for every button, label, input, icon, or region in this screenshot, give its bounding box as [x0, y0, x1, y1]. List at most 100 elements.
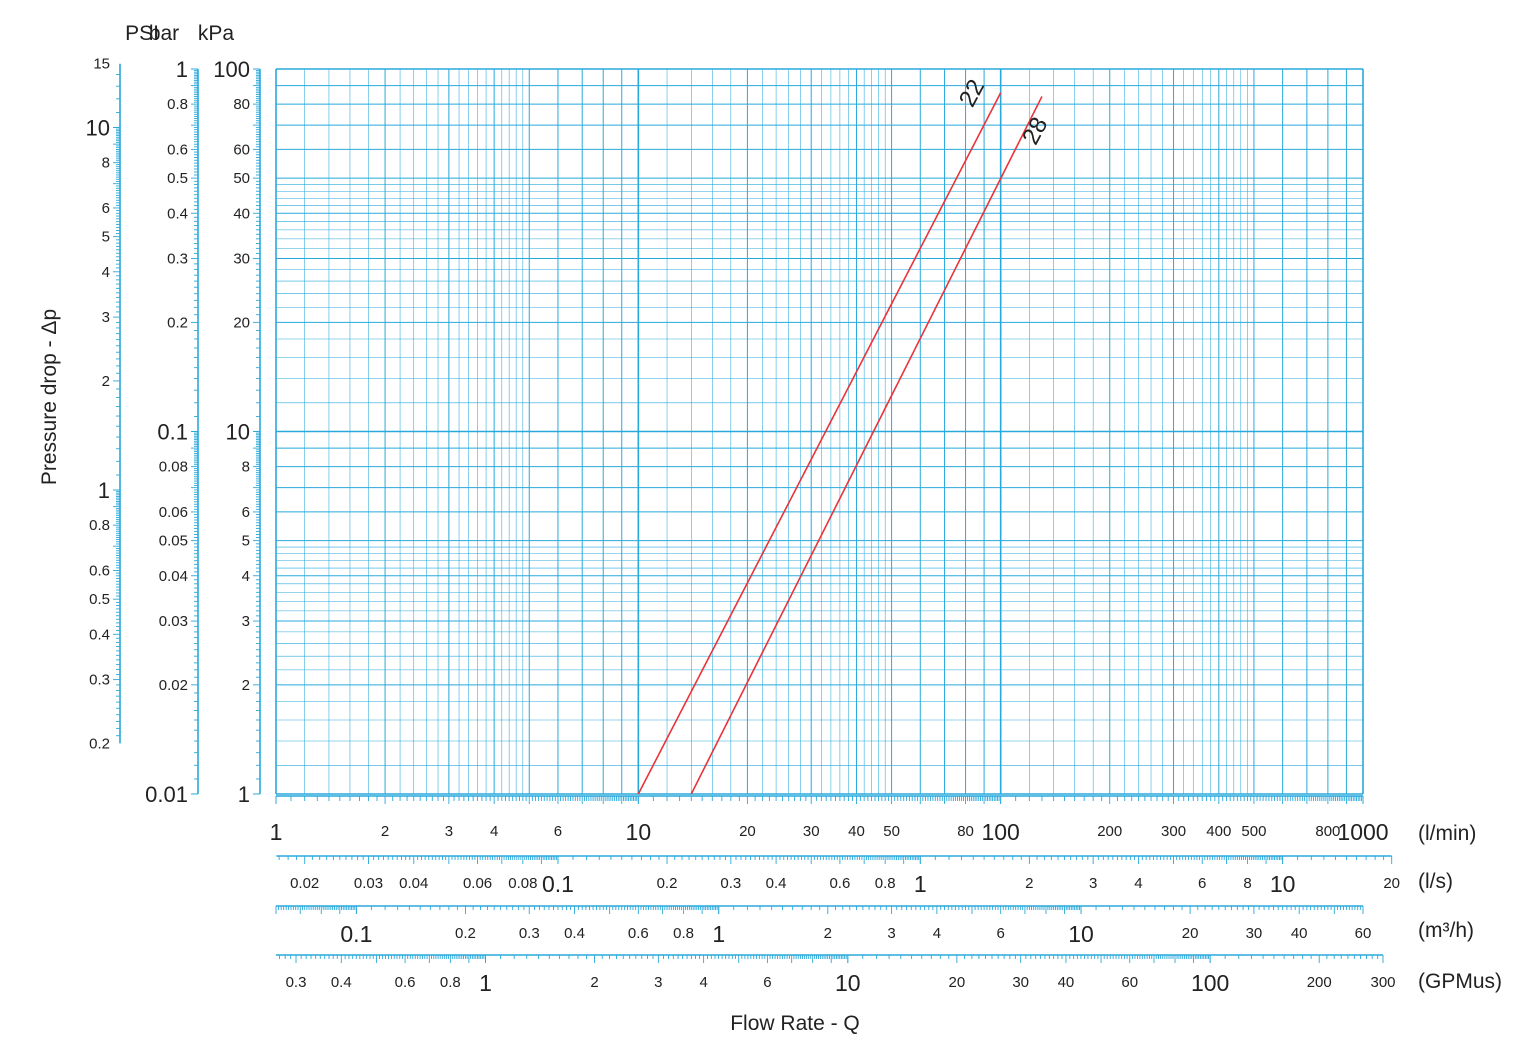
x-tick-label-2: 0.4 [564, 925, 585, 942]
x-tick-label-2: 40 [1291, 925, 1308, 942]
x-tick-label-3: 10 [835, 970, 861, 996]
x-tick-label-1: 3 [1089, 875, 1097, 892]
series-line-22 [637, 92, 1002, 795]
x-tick-label-1: 0.4 [766, 875, 787, 892]
y-tick-label-bar: 0.06 [159, 504, 188, 521]
x-tick-label-2: 30 [1246, 925, 1263, 942]
y-axis-unit-kpa: kPa [198, 22, 235, 45]
x-tick-label-1: 8 [1243, 875, 1251, 892]
x-tick-label-2: 6 [996, 925, 1004, 942]
y-tick-label-kpa: 6 [242, 504, 250, 521]
x-tick-label-1: 4 [1134, 875, 1142, 892]
y-tick-label-kpa: 40 [233, 205, 250, 222]
x-tick-label-1: 0.6 [829, 875, 850, 892]
x-tick-label-2: 0.2 [455, 925, 476, 942]
x-tick-label-3: 4 [699, 974, 707, 991]
y-tick-label-psi: 0.8 [89, 517, 110, 534]
x-tick-label-3: 1 [479, 970, 492, 996]
y-tick-label-psi: 6 [102, 200, 110, 217]
x-tick-label-1: 0.3 [720, 875, 741, 892]
y-axis-title: Pressure drop - Δp [38, 309, 61, 485]
x-tick-label-2: 1 [712, 921, 725, 947]
x-tick-label-0: 200 [1097, 823, 1122, 840]
series-label-28: 28 [1017, 113, 1053, 149]
chart-axes [113, 63, 1393, 963]
y-tick-label-kpa: 20 [233, 314, 250, 331]
y-tick-label-kpa: 10 [226, 420, 250, 445]
x-tick-label-0: 20 [739, 823, 756, 840]
x-tick-label-1: 0.2 [657, 875, 678, 892]
y-tick-label-psi: 0.2 [89, 735, 110, 752]
x-tick-label-1: 6 [1198, 875, 1206, 892]
y-tick-label-bar: 0.01 [145, 782, 188, 807]
x-tick-label-0: 2 [381, 823, 389, 840]
x-tick-label-3: 30 [1012, 974, 1029, 991]
x-axis-unit-2: (m³/h) [1418, 919, 1474, 942]
x-tick-label-2: 4 [933, 925, 941, 942]
x-tick-label-3: 0.8 [440, 974, 461, 991]
x-tick-label-0: 800 [1315, 823, 1340, 840]
x-tick-label-2: 2 [824, 925, 832, 942]
chart-series [637, 92, 1043, 795]
x-tick-label-1: 0.06 [463, 875, 492, 892]
y-tick-label-psi: 0.4 [89, 626, 110, 643]
chart-grid [275, 68, 1364, 795]
x-tick-label-3: 200 [1307, 974, 1332, 991]
x-tick-label-0: 80 [957, 823, 974, 840]
y-tick-label-psi: 0.6 [89, 562, 110, 579]
chart-labels: 100 80 60 50 40 30 20 10 8 6 5 4 3 2 1 kPa 1 0.8 0.6 0.5 0.4… [86, 22, 1502, 996]
y-tick-label-bar: 0.05 [159, 533, 188, 550]
x-tick-label-1: 0.04 [399, 875, 428, 892]
x-tick-label-0: 40 [848, 823, 865, 840]
x-tick-label-3: 60 [1121, 974, 1138, 991]
y-tick-label-kpa: 50 [233, 170, 250, 187]
x-tick-label-1: 10 [1270, 871, 1296, 897]
x-tick-label-0: 4 [490, 823, 498, 840]
x-tick-label-0: 300 [1161, 823, 1186, 840]
x-axis-unit-1: (l/s) [1418, 870, 1453, 893]
y-tick-label-bar: 0.5 [167, 170, 188, 187]
y-tick-label-psi: 0.5 [89, 591, 110, 608]
y-tick-label-psi: 10 [86, 116, 110, 141]
y-tick-label-psi: 3 [102, 309, 110, 326]
x-tick-label-0: 30 [803, 823, 820, 840]
y-tick-label-kpa: 4 [242, 568, 250, 585]
x-tick-label-2: 3 [887, 925, 895, 942]
y-tick-label-psi: 0.3 [89, 672, 110, 689]
x-tick-label-0: 400 [1206, 823, 1231, 840]
y-tick-label-bar: 0.8 [167, 96, 188, 113]
x-tick-label-1: 0.08 [508, 875, 537, 892]
x-tick-label-1: 1 [914, 871, 927, 897]
x-tick-label-3: 40 [1058, 974, 1075, 991]
y-tick-label-bar: 0.4 [167, 205, 188, 222]
y-tick-label-psi: 5 [102, 229, 110, 246]
x-tick-label-0: 3 [445, 823, 453, 840]
y-tick-label-bar: 0.6 [167, 141, 188, 158]
x-axis-unit-3: (GPMus) [1418, 970, 1502, 993]
y-tick-label-bar: 1 [176, 57, 188, 82]
y-tick-label-psi: 2 [102, 373, 110, 390]
x-tick-label-0: 1 [270, 819, 283, 845]
x-tick-label-2: 20 [1182, 925, 1199, 942]
y-axis-unit-bar: bar [149, 22, 179, 45]
x-tick-label-2: 0.1 [340, 921, 372, 947]
y-tick-label-kpa: 3 [242, 613, 250, 630]
y-tick-label-psi: 8 [102, 155, 110, 172]
x-tick-label-3: 100 [1191, 970, 1229, 996]
x-tick-label-1: 0.02 [290, 875, 319, 892]
y-tick-label-bar: 0.04 [159, 568, 188, 585]
y-tick-label-bar: 0.03 [159, 613, 188, 630]
x-tick-label-2: 60 [1355, 925, 1372, 942]
series-line-28 [690, 96, 1043, 795]
y-axis-unit-psi: PSI [125, 22, 159, 45]
x-tick-label-1: 0.8 [875, 875, 896, 892]
x-tick-label-3: 3 [654, 974, 662, 991]
x-tick-label-3: 0.6 [395, 974, 416, 991]
series-label-22: 22 [954, 75, 990, 111]
y-tick-label-bar: 0.3 [167, 251, 188, 268]
x-tick-label-2: 10 [1068, 921, 1094, 947]
x-tick-label-3: 300 [1370, 974, 1395, 991]
x-tick-label-0: 6 [554, 823, 562, 840]
x-tick-label-2: 0.3 [519, 925, 540, 942]
